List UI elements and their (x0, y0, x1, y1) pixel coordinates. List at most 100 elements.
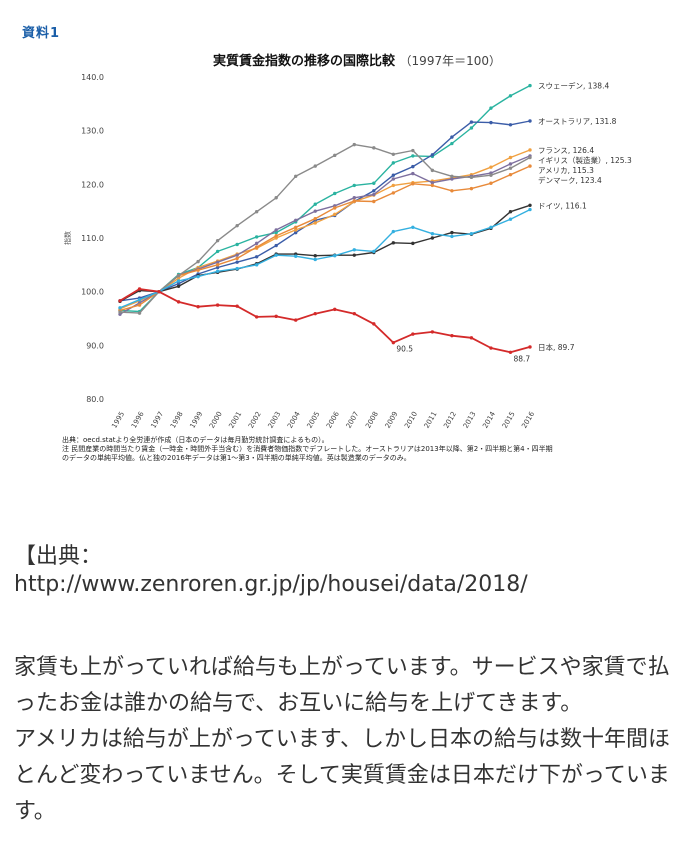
x-tick-label: 1997 (149, 410, 165, 429)
source-heading: 【出典： (14, 544, 103, 569)
data-point (313, 311, 317, 316)
data-point (411, 148, 415, 153)
x-tick-label: 2010 (403, 410, 419, 429)
data-point (294, 318, 298, 322)
data-point (176, 279, 181, 283)
data-point (215, 260, 220, 264)
data-point (391, 183, 396, 188)
data-point (391, 191, 396, 195)
data-point (469, 120, 474, 124)
data-point (333, 191, 337, 196)
series-line (119, 204, 531, 302)
y-tick-label: 100.0 (81, 288, 104, 297)
series-end-label: フランス, 126.4 (538, 146, 594, 155)
data-point (372, 181, 376, 185)
data-point (352, 248, 356, 252)
source-link[interactable]: http://www.zenroren.gr.jp/jp/housei/data… (14, 572, 528, 597)
data-point (508, 210, 513, 214)
series-end-label: ドイツ, 116.1 (538, 201, 587, 210)
data-point (469, 186, 474, 191)
x-tick-label: 2001 (227, 410, 243, 429)
data-point (372, 146, 376, 150)
data-point (196, 268, 200, 272)
data-point (450, 234, 454, 239)
data-point (489, 106, 493, 110)
note-method: 注 民間産業の時間当たり賃金（一時金・時間外手当含む）を消費者物価指数でデフレー… (62, 445, 553, 453)
data-point (137, 287, 142, 291)
data-point (411, 332, 415, 336)
data-point (508, 94, 513, 98)
data-point (294, 218, 298, 222)
data-point (372, 199, 376, 204)
data-point (430, 181, 435, 185)
y-tick-label: 110.0 (81, 234, 104, 243)
x-tick-label: 2016 (520, 410, 536, 430)
data-point (489, 120, 493, 125)
data-point (137, 298, 142, 302)
x-tick-label: 2013 (462, 410, 478, 429)
data-point (391, 241, 396, 245)
data-point (118, 310, 122, 314)
data-point (254, 235, 259, 239)
data-point (352, 142, 356, 147)
x-tick-label: 2004 (286, 410, 302, 430)
data-point (391, 161, 396, 165)
data-point (313, 257, 317, 262)
data-point (391, 340, 396, 345)
data-point (508, 162, 513, 166)
series-line (119, 288, 531, 354)
body-text: 家賃も上がっていれば給与も上がっています。サービスや家賃で払ったお金は誰かの給与… (14, 650, 682, 830)
data-point (294, 228, 298, 232)
data-point (528, 119, 532, 123)
data-point (137, 311, 142, 315)
data-point (450, 135, 454, 139)
data-point (528, 207, 532, 212)
data-point (508, 172, 513, 177)
data-point (176, 276, 181, 280)
x-tick-label: 1995 (110, 410, 126, 429)
data-point (313, 221, 317, 225)
y-tick-label: 140.0 (81, 73, 104, 82)
x-tick-label: 1999 (188, 410, 204, 429)
series-line (119, 155, 531, 315)
data-point (215, 238, 220, 243)
data-point (274, 196, 278, 200)
data-point (254, 315, 259, 319)
data-point (254, 210, 259, 214)
x-tick-label: 2011 (423, 410, 439, 429)
x-tick-label: 2002 (247, 410, 263, 429)
data-point (274, 243, 278, 248)
data-point (352, 196, 356, 200)
x-tick-label: 1996 (130, 410, 146, 430)
chart-title-main: 実質賃金指数の推移の国際比較 (213, 54, 396, 69)
data-point (333, 206, 337, 210)
data-point (352, 199, 356, 203)
data-point (352, 183, 356, 188)
data-point (176, 281, 181, 286)
data-point (333, 307, 337, 312)
data-point (391, 173, 396, 177)
data-point (450, 230, 454, 235)
data-point (274, 314, 278, 319)
data-point (274, 228, 278, 232)
data-point (235, 266, 239, 271)
y-tick-label: 90.0 (86, 341, 104, 350)
series-end-label: オーストラリア, 131.8 (538, 117, 617, 126)
series-line (119, 84, 531, 313)
data-point (508, 123, 513, 127)
data-point (372, 189, 376, 193)
data-point (137, 303, 142, 307)
series-end-label: アメリカ, 115.3 (538, 166, 594, 175)
data-point (215, 265, 220, 270)
data-point (528, 203, 532, 207)
data-point (411, 164, 415, 169)
data-point (411, 154, 415, 158)
data-label: 90.5 (396, 345, 413, 354)
x-tick-label: 2003 (267, 410, 283, 429)
data-point (313, 202, 317, 206)
data-point (411, 171, 415, 176)
data-point (430, 183, 435, 188)
data-point (372, 192, 376, 197)
series-line (119, 143, 531, 314)
